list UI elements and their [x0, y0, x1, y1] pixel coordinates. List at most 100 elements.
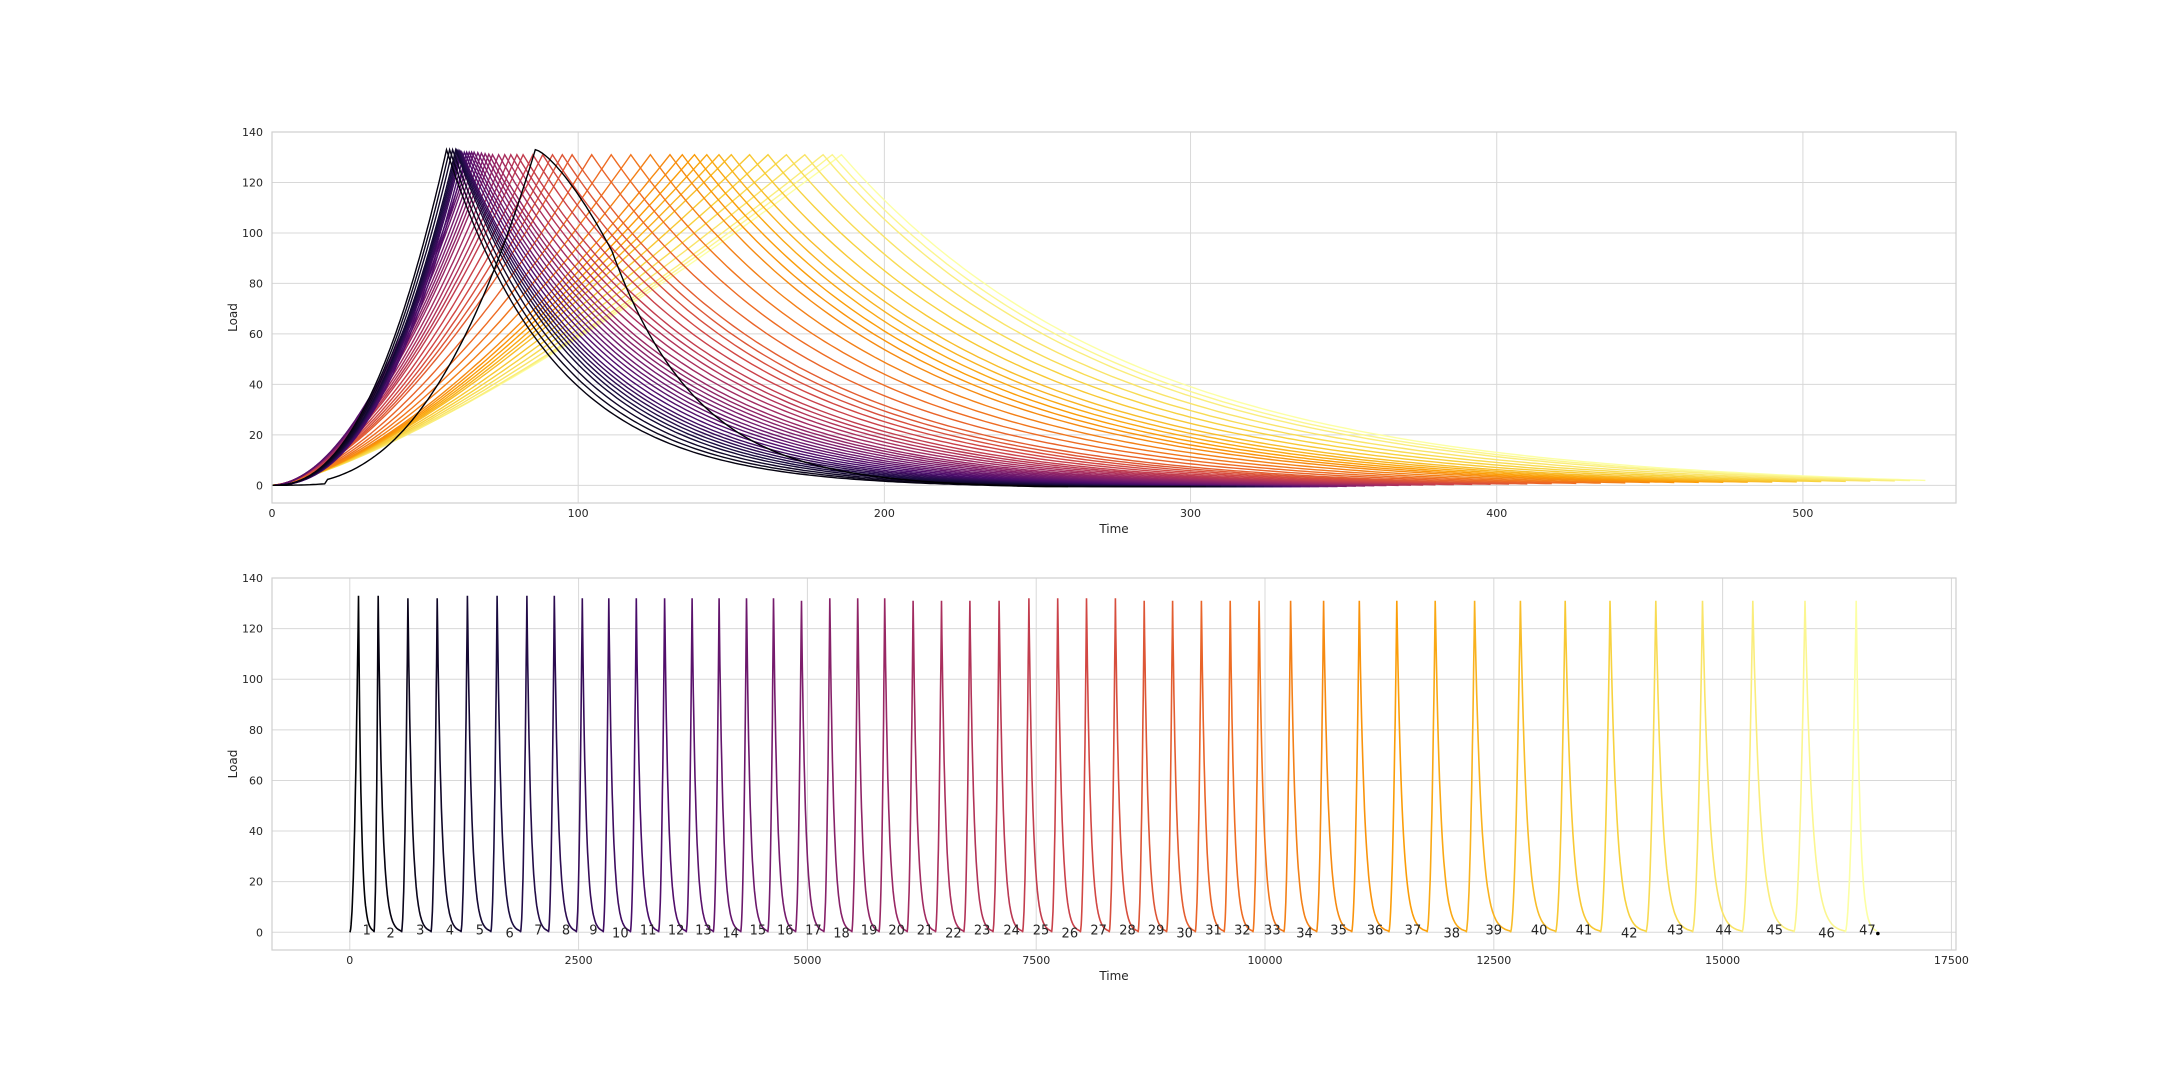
cycle-number-label: 36 [1367, 923, 1384, 938]
bottom-series-line-45 [1741, 600, 1794, 933]
cycle-number-label: 40 [1531, 923, 1548, 938]
cycle-number-label: 29 [1148, 923, 1165, 938]
cycle-number-label: 27 [1090, 923, 1107, 938]
bottom-series-line-22 [934, 600, 964, 933]
cycle-number-label: 43 [1667, 923, 1684, 938]
bottom-series-line-15 [739, 598, 768, 933]
top-series-line-22 [271, 153, 1399, 487]
y-tick-label: 60 [249, 774, 263, 787]
bottom-series-line-30 [1165, 600, 1196, 933]
bottom-series-line-11 [629, 598, 659, 933]
cycle-number-label: 47 [1859, 923, 1876, 938]
cycle-number-label: 21 [917, 923, 934, 938]
bottom-series-line-9 [575, 598, 604, 933]
top-series-line-1 [272, 148, 1069, 488]
bottom-series-line-32 [1223, 600, 1253, 933]
y-tick-label: 100 [242, 673, 263, 686]
top-series-line-45 [271, 153, 1895, 486]
cycle-number-label: 39 [1486, 923, 1503, 938]
cycle-number-label: 25 [1033, 923, 1050, 938]
y-tick-label: 140 [242, 126, 263, 139]
x-tick-label: 0 [346, 954, 353, 967]
cycle-number-label: 37 [1405, 923, 1422, 938]
x-tick-label: 15000 [1705, 954, 1740, 967]
bottom-series-line-14 [712, 598, 741, 933]
bottom-series-line-41 [1554, 600, 1601, 933]
cycle-number-label: 5 [476, 923, 484, 938]
bottom-series-line-27 [1079, 598, 1110, 933]
bottom-series-line-34 [1282, 600, 1317, 933]
top-series-line-46 [271, 153, 1911, 486]
bottom-series-line-31 [1194, 600, 1225, 933]
y-tick-label: 0 [256, 479, 263, 492]
top-chart-frame [271, 131, 1957, 504]
bottom-series-line-7 [519, 595, 549, 933]
top-series-line-31 [271, 153, 1552, 486]
top-series-line-42 [271, 153, 1822, 486]
y-tick-label: 60 [249, 328, 263, 341]
top-series-line-35 [271, 153, 1650, 486]
cycle-number-label: 31 [1205, 923, 1222, 938]
cycle-number-label: 13 [695, 923, 712, 938]
bottom-series-line-28 [1108, 598, 1139, 933]
top-series-line-26 [271, 153, 1454, 486]
y-tick-label: 100 [242, 227, 263, 240]
cycle-number-label: 4 [446, 923, 454, 938]
bottom-series-line-38 [1426, 600, 1467, 933]
bottom-series-line-2 [373, 595, 402, 933]
cycle-number-label: 34 [1296, 926, 1313, 941]
bottom-series-line-10 [602, 598, 631, 933]
top-series-line-44 [271, 153, 1871, 486]
bottom-chart-y-axis-label: Load [226, 750, 240, 779]
bottom-series-line-19 [850, 598, 879, 933]
y-tick-label: 20 [249, 876, 263, 889]
bottom-series-line-16 [766, 598, 796, 933]
cycle-number-label: 15 [750, 923, 767, 938]
bottom-series-line-20 [878, 598, 908, 933]
bottom-series-line-4 [430, 598, 461, 933]
cycle-number-label: 33 [1264, 923, 1281, 938]
cycle-number-label: 41 [1576, 923, 1593, 938]
y-tick-label: 40 [249, 378, 263, 391]
bottom-chart-cycle-labels: 1 2 3 4 5 6 7 8 9 10 11 12 13 14 15 16 17 18 19 20 21 22 23 24 2… [363, 923, 1876, 941]
top-series-line-43 [271, 153, 1846, 486]
cycle-number-label: 6 [505, 926, 513, 941]
top-series-line-39 [271, 153, 1748, 486]
cycle-number-label: 12 [668, 923, 685, 938]
bottom-chart: 1 2 3 4 5 6 7 8 9 10 11 12 13 14 15 16 17 18 19 20 21 22 23 24 2… [226, 572, 1969, 983]
top-chart-ticks: 0 100 200 300 400 500 0 20 40 60 80 100 120 140 [242, 126, 1813, 520]
x-tick-label: 10000 [1248, 954, 1283, 967]
top-series-line-47 [271, 153, 1926, 486]
cycle-number-label: 11 [640, 923, 657, 938]
x-tick-label: 400 [1486, 507, 1507, 520]
bottom-series-line-26 [1050, 598, 1081, 933]
end-marker [1876, 931, 1880, 936]
bottom-series-line-21 [906, 600, 936, 933]
bottom-series-line-8 [547, 595, 577, 933]
bottom-series-line-37 [1387, 600, 1427, 933]
cycle-number-label: 7 [534, 923, 542, 938]
bottom-series-line-24 [991, 600, 1023, 933]
bottom-series-line-39 [1465, 600, 1511, 933]
y-tick-label: 20 [249, 429, 263, 442]
x-tick-label: 5000 [793, 954, 821, 967]
cycle-number-label: 10 [612, 926, 629, 941]
cycle-number-label: 26 [1062, 926, 1079, 941]
bottom-series-line-46 [1792, 600, 1846, 933]
cycle-number-label: 24 [1003, 923, 1020, 938]
x-tick-label: 500 [1792, 507, 1813, 520]
cycle-number-label: 44 [1715, 923, 1732, 938]
bottom-series-line-12 [657, 598, 687, 933]
top-series-line-30 [271, 153, 1528, 486]
bottom-chart-ticks: 0 2500 5000 7500 10000 12500 15000 17500 0 20 40 60… [242, 572, 1969, 967]
cycle-number-label: 17 [805, 923, 822, 938]
bottom-series-line-43 [1645, 600, 1693, 933]
x-tick-label: 2500 [565, 954, 593, 967]
cycle-number-label: 45 [1766, 923, 1783, 938]
cycle-number-label: 38 [1443, 926, 1460, 941]
bottom-series-line-17 [794, 600, 824, 933]
y-tick-label: 140 [242, 572, 263, 585]
top-series-line-34 [271, 153, 1626, 486]
bottom-series-line-35 [1315, 600, 1352, 933]
